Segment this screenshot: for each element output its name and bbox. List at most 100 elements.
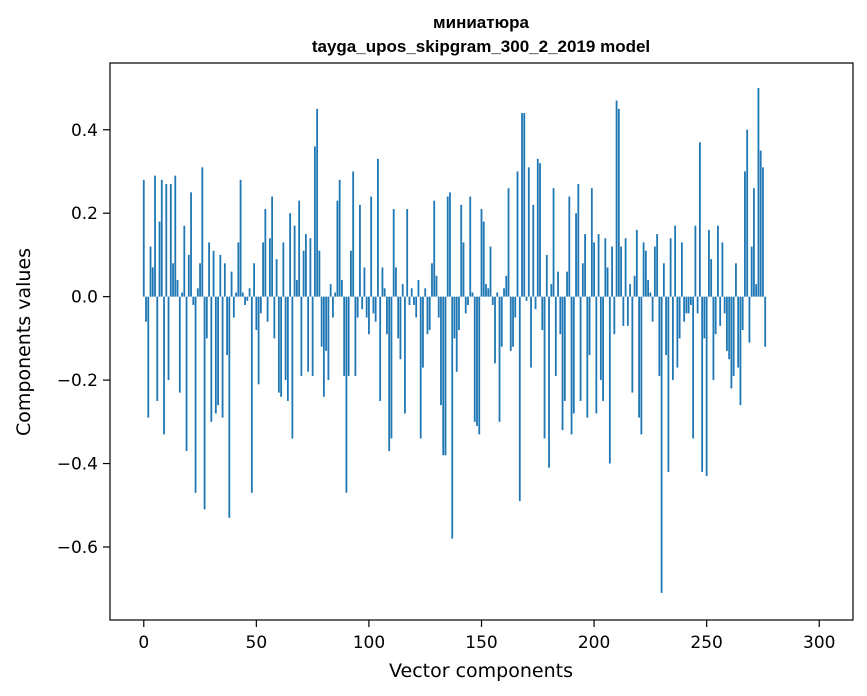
bar-147: [473, 296, 476, 422]
bar-79: [320, 296, 323, 347]
y-axis-label: Components values: [13, 248, 35, 436]
bar-133: [442, 296, 445, 456]
bar-25: [199, 263, 201, 297]
bar-109: [388, 296, 391, 452]
x-axis-label: Vector components: [389, 660, 573, 682]
bar-139: [455, 296, 458, 372]
bar-72: [304, 234, 307, 297]
bar-36: [223, 263, 226, 297]
bar-174: [534, 296, 537, 310]
bar-32: [214, 296, 217, 414]
bar-16: [178, 296, 181, 393]
bar-196: [584, 234, 586, 297]
bar-150: [480, 209, 483, 297]
bar-108: [386, 296, 388, 335]
bar-144: [467, 296, 469, 305]
bar-202: [597, 234, 600, 297]
bar-207: [608, 296, 611, 464]
bar-12: [169, 184, 172, 297]
bar-59: [275, 259, 278, 297]
bar-255: [717, 225, 719, 297]
bar-100: [368, 296, 370, 335]
bar-8: [160, 179, 163, 297]
bar-29: [208, 242, 210, 297]
bar-104: [377, 158, 379, 297]
bar-156: [494, 296, 496, 364]
bar-series: [142, 88, 767, 593]
bar-153: [487, 288, 490, 297]
bar-116: [404, 296, 406, 414]
bar-206: [606, 267, 609, 297]
bar-5: [154, 175, 156, 297]
bar-6: [156, 296, 159, 401]
bar-199: [590, 188, 593, 297]
bar-229: [658, 296, 661, 376]
bar-87: [338, 179, 341, 297]
bar-95: [356, 296, 359, 318]
bar-4: [151, 267, 154, 297]
bar-154: [489, 246, 492, 297]
y-tick-label: 0.0: [71, 288, 98, 308]
bar-193: [577, 184, 580, 297]
bar-9: [163, 296, 165, 435]
bar-134: [444, 296, 447, 456]
bar-111: [392, 209, 395, 297]
bar-270: [750, 246, 753, 297]
bar-136: [449, 192, 451, 297]
bar-33: [217, 296, 219, 406]
bar-259: [726, 296, 728, 351]
bar-183: [554, 296, 557, 376]
x-tick-label: 250: [690, 633, 722, 653]
bar-138: [453, 296, 456, 339]
bar-173: [532, 204, 535, 297]
bar-117: [406, 209, 409, 297]
bar-141: [460, 204, 463, 297]
bar-204: [602, 296, 604, 401]
bar-22: [192, 296, 195, 305]
bar-58: [273, 296, 276, 339]
bar-89: [343, 296, 346, 376]
bar-23: [194, 296, 197, 493]
bar-86: [336, 200, 339, 297]
bar-162: [507, 188, 510, 297]
bar-142: [462, 242, 465, 297]
chart-title-line1: миниатюра: [433, 13, 529, 32]
y-tick-label: −0.2: [57, 371, 98, 391]
bar-188: [566, 271, 568, 297]
bar-97: [361, 296, 364, 310]
bar-268: [746, 129, 749, 297]
bar-128: [431, 263, 433, 297]
bar-135: [446, 196, 449, 297]
bar-215: [626, 296, 629, 326]
bar-105: [379, 296, 382, 401]
bar-20: [187, 254, 190, 297]
y-tick-label: 0.2: [71, 204, 98, 224]
bar-44: [241, 292, 244, 297]
bar-250: [705, 296, 708, 477]
bar-222: [642, 242, 645, 297]
bar-93: [352, 171, 355, 297]
y-tick-label: −0.6: [57, 538, 98, 558]
bar-205: [604, 238, 607, 297]
bar-246: [696, 296, 699, 314]
bar-73: [307, 296, 310, 372]
bar-127: [428, 296, 431, 331]
bar-42: [237, 242, 240, 297]
bar-239: [680, 242, 683, 297]
bar-43: [239, 179, 242, 297]
bar-84: [332, 296, 334, 318]
bar-123: [419, 296, 422, 439]
y-tick-label: −0.4: [57, 455, 98, 475]
bar-181: [550, 284, 553, 297]
bar-201: [595, 296, 598, 414]
bar-63: [284, 296, 287, 381]
bar-118: [408, 296, 411, 305]
bar-175: [536, 158, 539, 297]
bar-238: [678, 296, 681, 339]
bar-146: [471, 292, 474, 297]
bar-0: [142, 179, 145, 297]
bar-182: [552, 188, 555, 297]
bar-197: [586, 296, 589, 418]
